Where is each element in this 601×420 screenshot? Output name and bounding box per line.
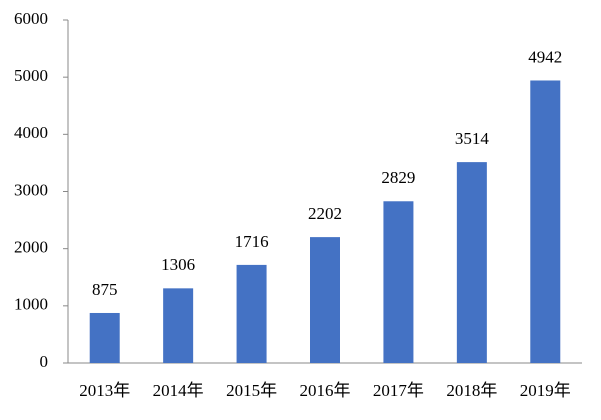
bar (89, 312, 120, 363)
y-tick-label: 3000 (14, 180, 48, 199)
bar (456, 162, 487, 363)
x-tick-label: 2015年 (226, 381, 277, 400)
data-label: 2202 (308, 204, 342, 223)
data-label: 2829 (381, 168, 415, 187)
y-tick-label: 2000 (14, 238, 48, 257)
bar (310, 237, 340, 363)
y-tick-label: 0 (40, 352, 49, 371)
data-label: 1306 (161, 255, 195, 274)
data-label: 3514 (455, 129, 490, 148)
x-tick-label: 2017年 (373, 381, 424, 400)
bar (383, 201, 414, 363)
data-label: 4942 (528, 47, 562, 66)
y-tick-label: 4000 (14, 123, 48, 142)
x-tick-label: 2018年 (446, 381, 497, 400)
y-tick-label: 5000 (14, 66, 48, 85)
x-tick-label: 2014年 (153, 381, 204, 400)
bar (530, 80, 561, 363)
data-label: 875 (92, 280, 118, 299)
x-tick-label: 2013年 (79, 381, 130, 400)
y-tick-label: 6000 (14, 9, 48, 28)
y-tick-label: 1000 (14, 295, 48, 314)
data-label: 1716 (235, 232, 269, 251)
bar (236, 264, 267, 363)
x-tick-label: 2016年 (300, 381, 351, 400)
x-tick-label: 2019年 (520, 381, 571, 400)
bar (163, 288, 194, 363)
